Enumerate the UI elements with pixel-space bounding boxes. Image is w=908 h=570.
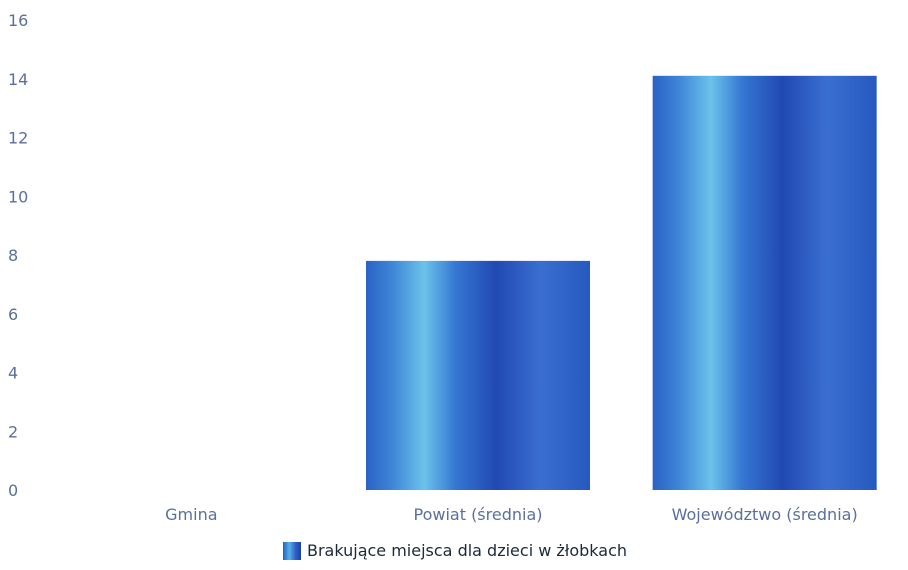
x-category-label: Gmina bbox=[165, 505, 217, 524]
legend: Brakujące miejsca dla dzieci w żłobkach bbox=[0, 541, 908, 560]
x-axis: Gmina Powiat (średnia) Województwo (średni… bbox=[165, 505, 858, 524]
legend-swatch bbox=[283, 542, 301, 560]
bar bbox=[653, 76, 877, 490]
y-axis: 0 2 4 6 8 10 12 14 16 bbox=[8, 11, 28, 500]
y-tick-label: 4 bbox=[8, 364, 18, 383]
y-tick-label: 10 bbox=[8, 187, 28, 206]
bar-chart: 0 2 4 6 8 10 12 14 16 Gmina Powiat (średnia) Wojew… bbox=[0, 0, 908, 530]
x-category-label: Województwo (średnia) bbox=[672, 505, 858, 524]
bar bbox=[366, 261, 590, 490]
y-tick-label: 2 bbox=[8, 422, 18, 441]
y-tick-label: 8 bbox=[8, 246, 18, 265]
y-tick-label: 16 bbox=[8, 11, 28, 30]
y-tick-label: 14 bbox=[8, 70, 28, 89]
bar-series bbox=[366, 76, 877, 490]
x-category-label: Powiat (średnia) bbox=[414, 505, 543, 524]
y-tick-label: 6 bbox=[8, 305, 18, 324]
legend-label: Brakujące miejsca dla dzieci w żłobkach bbox=[307, 541, 627, 560]
y-tick-label: 12 bbox=[8, 129, 28, 148]
y-tick-label: 0 bbox=[8, 481, 18, 500]
